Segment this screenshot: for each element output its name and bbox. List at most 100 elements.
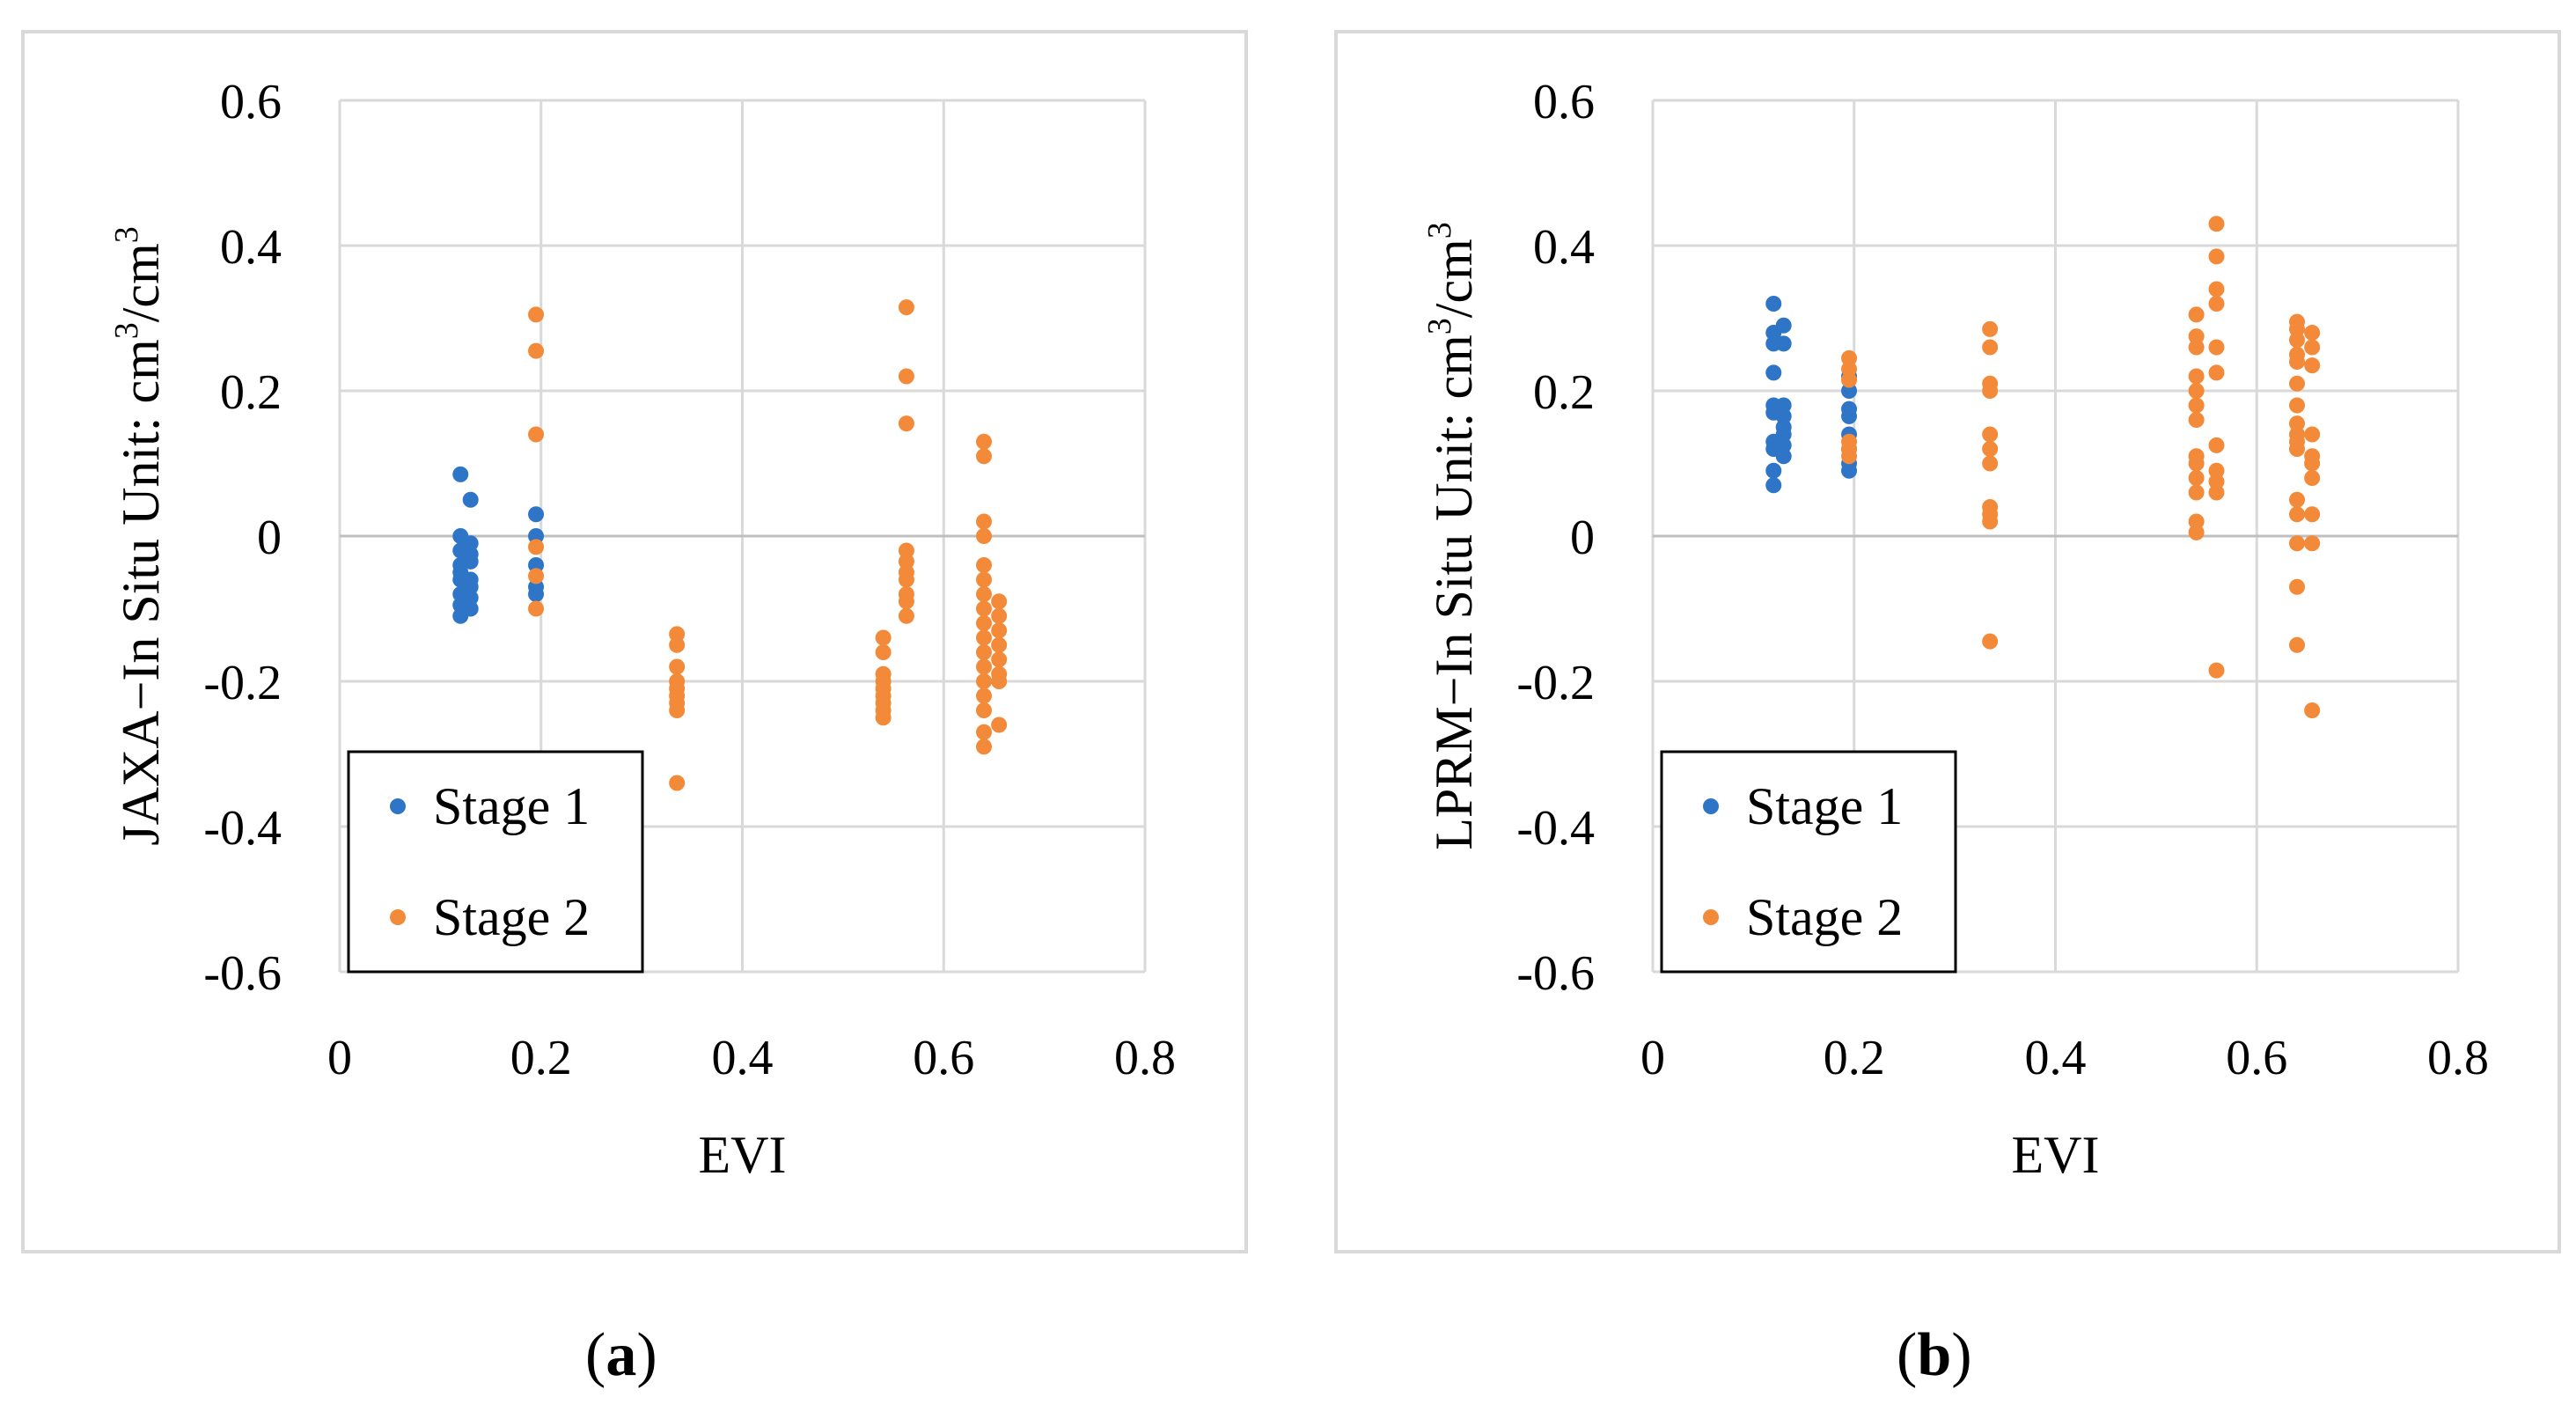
data-point [2289,320,2305,337]
data-point [2188,368,2205,385]
data-point [1775,448,1792,465]
scatter-chart-b: 0.6 0.4 0.2 0 -0.2 -0.4 -0.6 0 0.2 0.4 0.6 0.8 EVI LP… [1421,75,2489,1184]
data-point [528,506,545,523]
y-axis-label-unit: /cm [112,243,170,322]
data-point [1982,455,1999,472]
data-point [2188,484,2205,501]
data-point [2304,506,2321,523]
data-point [898,607,914,624]
data-point [976,557,992,573]
data-point [2289,506,2305,523]
data-point [1841,349,1858,366]
data-point [991,717,1008,733]
x-axis-label: EVI [699,1126,787,1184]
x-tick-label: 0 [327,1031,352,1085]
y-tick-label: 0 [1570,511,1595,565]
data-point [1982,426,1999,443]
data-point [462,553,479,570]
data-point [2188,328,2205,345]
data-point [2289,354,2305,370]
data-point [2289,441,2305,457]
data-point [875,629,892,646]
data-point [2304,455,2321,472]
legend-label: Stage 1 [433,777,590,835]
data-point [2304,470,2321,486]
data-point [2208,339,2225,356]
data-point [2208,296,2225,312]
y-axis-label-sup: 3 [1421,222,1458,239]
data-point [2289,375,2305,392]
chart-panel-b: 0.6 0.4 0.2 0 -0.2 -0.4 -0.6 0 0.2 0.4 0.6 0.8 EVI LP… [1334,30,2561,1253]
data-point [2188,524,2205,540]
data-point [898,571,914,588]
data-point [2304,426,2321,443]
y-axis-label-unit: /cm [1425,239,1483,318]
data-point [2304,325,2321,341]
data-point [528,539,545,555]
data-point [2304,357,2321,374]
data-point [2188,455,2205,472]
data-point [2188,306,2205,323]
data-point [976,629,992,646]
data-point [2208,437,2225,453]
caption-a: (a) [585,1321,657,1389]
y-tick-label: 0.2 [220,365,282,420]
data-point [976,433,992,450]
y-axis-label: LPRM−In Situ Unit: cm3/cm3 [1421,222,1483,850]
x-tick-label: 0.4 [712,1031,774,1085]
legend-marker [390,909,406,925]
data-point [2208,662,2225,679]
data-point [528,600,545,617]
data-point [2188,412,2205,428]
data-point [1765,364,1782,381]
data-point [875,709,892,726]
y-tick-label: 0.6 [220,75,282,129]
y-axis-label-unit: Unit: cm [112,339,170,526]
data-point [2188,470,2205,486]
y-tick-label: -0.2 [203,656,282,710]
data-point [2208,474,2225,490]
data-point [669,626,686,643]
data-point [2208,364,2225,381]
data-point [1841,361,1858,378]
y-tick-label: 0.4 [220,220,282,275]
legend-label: Stage 1 [1746,777,1903,835]
data-point [462,491,479,508]
data-point [1982,320,1999,337]
data-point [2188,339,2205,356]
y-axis-label-sup: 3 [108,322,145,339]
data-point [976,448,992,465]
series-stage-2 [1841,216,2321,718]
legend: Stage 1 Stage 2 [347,750,644,974]
data-point [898,368,914,385]
data-point [991,622,1008,639]
data-point [1775,317,1792,334]
chart-panel-a: 0.6 0.4 0.2 0 -0.2 -0.4 -0.6 0 0.2 0.4 0.6 0.8 EVI JA… [21,30,1248,1253]
data-point [976,571,992,588]
x-tick-label: 0.6 [913,1031,974,1085]
data-point [2188,513,2205,530]
data-point [462,590,479,606]
data-point [2289,535,2305,552]
data-point [976,724,992,740]
gridlines [1651,99,2460,974]
data-point [462,578,479,595]
series-stage-1 [452,466,545,624]
data-point [2304,535,2321,552]
data-point [2208,462,2225,479]
y-tick-label: 0.6 [1533,75,1595,129]
data-point [991,673,1008,689]
data-point [1765,296,1782,312]
data-point [2289,636,2305,653]
data-point [1775,437,1792,453]
data-point [991,607,1008,624]
legend-marker [1703,909,1719,925]
data-point [1775,335,1792,352]
y-tick-label: 0 [257,511,282,565]
data-point [528,568,545,584]
data-point [1841,371,1858,388]
data-point [2304,339,2321,356]
data-point [462,600,479,617]
data-point [1982,513,1999,530]
y-tick-label: -0.6 [1516,946,1595,1001]
